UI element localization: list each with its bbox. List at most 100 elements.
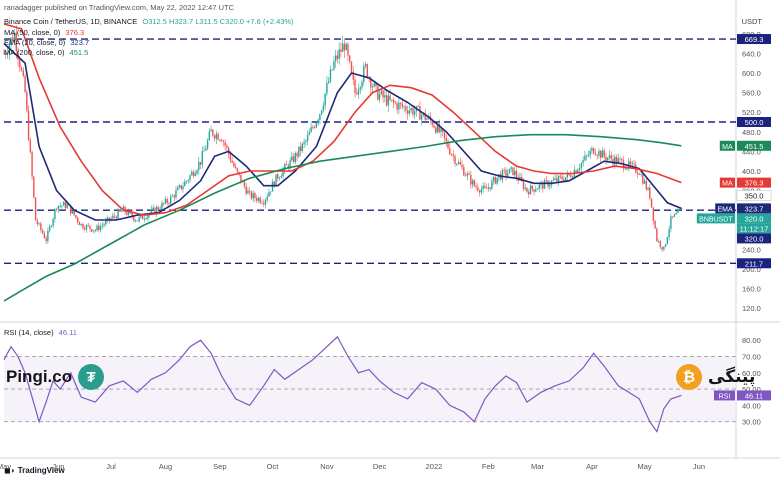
candle-body [510, 167, 511, 168]
ma50-legend[interactable]: MA (50, close, 0) 376.3 [4, 28, 84, 37]
candle-body [303, 142, 304, 144]
candle-body [537, 189, 538, 190]
time-tick-label: Jun [693, 462, 705, 471]
candle-body [433, 125, 434, 127]
candle-body [453, 155, 454, 157]
candle-body [382, 91, 383, 98]
candle-body [377, 86, 378, 100]
candle-body [305, 141, 306, 142]
candle-body [298, 147, 299, 157]
candle-body [546, 180, 547, 181]
candle-body [604, 150, 605, 156]
candle-body [544, 180, 545, 189]
candle-body [181, 185, 182, 189]
candle-body [86, 225, 87, 230]
candle-body [26, 92, 27, 110]
price-tag-label: MA [722, 144, 733, 151]
candle-body [535, 190, 536, 192]
candle-body [389, 95, 390, 100]
candle-body [647, 188, 648, 190]
candle-body [40, 223, 41, 229]
candle-body [554, 178, 555, 180]
candle-body [296, 153, 297, 156]
candle-body [502, 170, 503, 180]
candle-body [191, 172, 192, 175]
candle-body [526, 188, 527, 192]
tradingview-logo[interactable]: ◼◗ TradingView [4, 466, 65, 475]
candle-body [217, 134, 218, 140]
candle-body [444, 132, 445, 138]
candle-body [58, 206, 59, 210]
candle-body [45, 238, 46, 241]
rsi-label: RSI (14, close) [4, 328, 54, 337]
candle-body [667, 237, 668, 244]
candle-body [347, 44, 348, 55]
candle-body [358, 90, 359, 95]
candle-body [400, 103, 401, 104]
candle-body [468, 174, 469, 175]
candle-body [419, 106, 420, 119]
candle-body [159, 209, 160, 210]
candle-body [270, 191, 271, 192]
price-tick-label: 600.0 [742, 69, 761, 78]
candle-body [170, 196, 171, 203]
candle-body [409, 110, 410, 113]
candle-body [646, 181, 647, 190]
candle-body [365, 64, 366, 66]
ema20-legend[interactable]: EMA (20, close, 0) 323.7 [4, 38, 89, 47]
candle-body [321, 110, 322, 114]
candle-body [103, 224, 104, 225]
candle-body [174, 196, 175, 198]
candle-body [463, 167, 464, 175]
candle-body [216, 134, 217, 139]
candle-body [393, 100, 394, 103]
candle-body [553, 180, 554, 181]
time-tick-label: 2022 [426, 462, 443, 471]
watermark-pingi-latin: Pingi.co ₮ [6, 364, 104, 390]
candle-body [49, 226, 50, 230]
candle-body [660, 241, 661, 247]
candle-body [653, 207, 654, 221]
candle-body [337, 56, 338, 59]
chart-canvas: 120.0160.0200.0240.0280.0320.0360.0400.0… [0, 0, 780, 480]
candle-body [302, 144, 303, 151]
candle-body [649, 188, 650, 199]
candle-body [163, 203, 164, 204]
ma200-legend[interactable]: MA (200, close, 0) 451.5 [4, 48, 88, 57]
candle-body [219, 140, 220, 141]
candle-body [633, 163, 634, 164]
candle-body [405, 106, 406, 110]
time-tick-label: Feb [482, 462, 495, 471]
price-value-label: 320.0 [745, 234, 764, 243]
candle-body [440, 129, 441, 133]
candle-body [186, 181, 187, 182]
rsi-tick-label: 80.00 [742, 336, 761, 345]
candle-body [435, 127, 436, 132]
candle-body [223, 141, 224, 142]
candle-body [665, 244, 666, 247]
candle-body [484, 186, 485, 188]
price-tick-label: 520.0 [742, 108, 761, 117]
rsi-legend[interactable]: RSI (14, close) 46.11 [4, 328, 77, 337]
candle-body [138, 217, 139, 221]
ma50-line [4, 24, 681, 215]
candle-body [37, 220, 38, 224]
candle-body [496, 178, 497, 184]
candle-body [512, 167, 513, 175]
candle-body [586, 156, 587, 157]
candle-body [412, 108, 413, 114]
candle-body [28, 110, 29, 140]
watermark-left-text: Pingi.co [6, 367, 72, 387]
candle-body [596, 155, 597, 156]
candle-body [21, 68, 22, 71]
candle-body [595, 154, 596, 155]
candle-body [161, 203, 162, 209]
candle-body [100, 226, 101, 230]
candle-body [254, 193, 255, 198]
candle-body [84, 228, 85, 229]
candle-body [539, 185, 540, 189]
candle-body [295, 153, 296, 162]
candle-body [470, 175, 471, 185]
candle-body [42, 230, 43, 234]
price-tick-label: 120.0 [742, 304, 761, 313]
